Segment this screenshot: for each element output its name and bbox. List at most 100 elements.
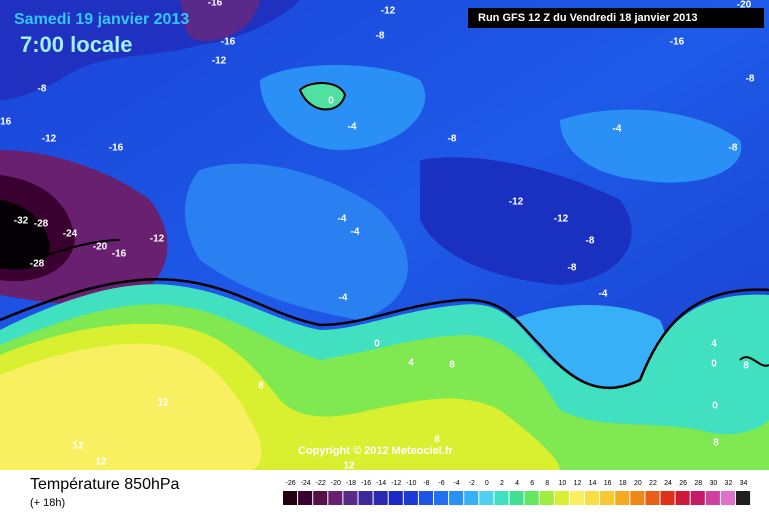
run: Run GFS 12 Z du Vendredi 18 janvier 2013 [478,12,697,24]
legend-swatch [554,491,569,505]
isotherm-label: 12 [157,398,169,409]
legend-swatch [418,491,433,505]
legend-swatch [449,491,464,505]
legend-tick-label: 4 [515,480,519,487]
legend-tick-label: 34 [740,480,748,487]
legend-tick-label: 0 [485,480,489,487]
isotherm-label: -16 [112,249,127,260]
legend-swatch [298,491,313,505]
date: Samedi 19 janvier 2013 [14,11,189,28]
legend-tick-label: -10 [406,480,416,487]
legend-swatch [283,491,298,505]
legend-swatch [388,491,403,505]
legend-swatch [479,491,494,505]
isotherm-label: -4 [338,214,347,225]
legend-swatch [464,491,479,505]
legend-swatch [343,491,358,505]
isotherm-label: 12 [95,457,107,468]
legend-swatch [313,491,328,505]
legend-tick-label: 12 [574,480,582,487]
legend: -26 -24 -22 -20 -18 -16 -14 -12 -10 -8 -6 -4 -2 0 2 4 6 8… [283,480,751,505]
legend-tick-label: 24 [664,480,672,487]
legend-swatch [630,491,645,505]
map-field [0,0,769,470]
isotherm-label: -8 [586,236,595,247]
legend-tick-label: -18 [346,480,356,487]
legend-tick-label: -8 [423,480,429,487]
legend-tick-label: 26 [679,480,687,487]
mild-area [185,163,408,320]
legend-swatch [675,491,690,505]
legend-swatch [736,491,751,505]
legend-tick-label: 8 [545,480,549,487]
copyright: Copyright © 2012 Meteociel.fr [298,445,454,457]
isotherm-label: -4 [351,227,360,238]
legend-swatch [569,491,584,505]
legend-tick-label: 32 [725,480,733,487]
legend-swatch [720,491,735,505]
isotherm-label: -8 [448,134,457,145]
time: 7:00 locale [20,32,133,57]
isotherm-label: -20 [93,242,108,253]
legend-tick-label: -20 [331,480,341,487]
legend-swatch [358,491,373,505]
isotherm-labels: -16 -12 -8 -16 -16 -12 -8 -8 0 -4 -12 -16 -8 -4 -8 -12 -… [0,0,755,472]
legend-swatch [373,491,388,505]
footer-title: Température 850hPa [30,476,180,493]
isotherm-label: 12 [343,461,355,472]
legend-swatch [524,491,539,505]
isotherm-label: -16 [670,37,685,48]
isotherm-label: -12 [150,234,165,245]
isotherm-label: -12 [42,134,57,145]
mild-area [510,305,666,396]
legend-swatch [539,491,554,505]
isotherm-label: -4 [348,122,357,133]
legend-tick-label: -6 [438,480,444,487]
legend-tick-label: 16 [604,480,612,487]
isotherm-label: -12 [212,56,227,67]
legend-tick-label: 18 [619,480,627,487]
isotherm-label: -20 [737,0,752,11]
legend-swatch [660,491,675,505]
isotherm-label: 8 [258,381,264,392]
isotherm-label: -24 [63,229,78,240]
warm-field [0,343,262,470]
isotherm-label: -16 [208,0,223,9]
isotherm-label: 12 [72,441,84,452]
isotherm-label: 8 [713,438,719,449]
isotherm [0,239,769,367]
isotherm-label: -16 [221,37,236,48]
legend-swatch [645,491,660,505]
legend-tick-label: 6 [530,480,534,487]
isotherm-label: 0 [711,359,717,370]
isotherm-label: -28 [30,259,45,270]
isotherm-label: -12 [554,214,569,225]
isotherm-label: -16 [109,143,124,154]
legend-tick-label: 10 [558,480,566,487]
legend-tick-label: 28 [694,480,702,487]
isotherm-label: -28 [34,219,49,230]
isotherm-label: -8 [38,84,47,95]
legend-tick-label: -4 [454,480,460,487]
legend-swatch [494,491,509,505]
mild-core [298,82,347,111]
legend-swatch [328,491,343,505]
isotherm-label: -8 [376,31,385,42]
isotherm-label: 8 [434,435,440,446]
legend-swatch [509,491,524,505]
legend-swatch [434,491,449,505]
legend-tick-label: -16 [361,480,371,487]
isotherm-label: -32 [14,216,29,227]
isotherm-label: -4 [613,124,622,135]
legend-tick-label: -14 [376,480,386,487]
mild-area [260,65,426,150]
legend-swatch [600,491,615,505]
isotherm-label: 0 [328,96,334,107]
isotherm-label: 8 [743,361,749,372]
legend-tick-label: -2 [469,480,475,487]
legend-tick-label: -24 [301,480,311,487]
zero-isotherm [0,278,769,390]
run-box [468,8,764,28]
legend-swatch [615,491,630,505]
legend-swatch [403,491,418,505]
